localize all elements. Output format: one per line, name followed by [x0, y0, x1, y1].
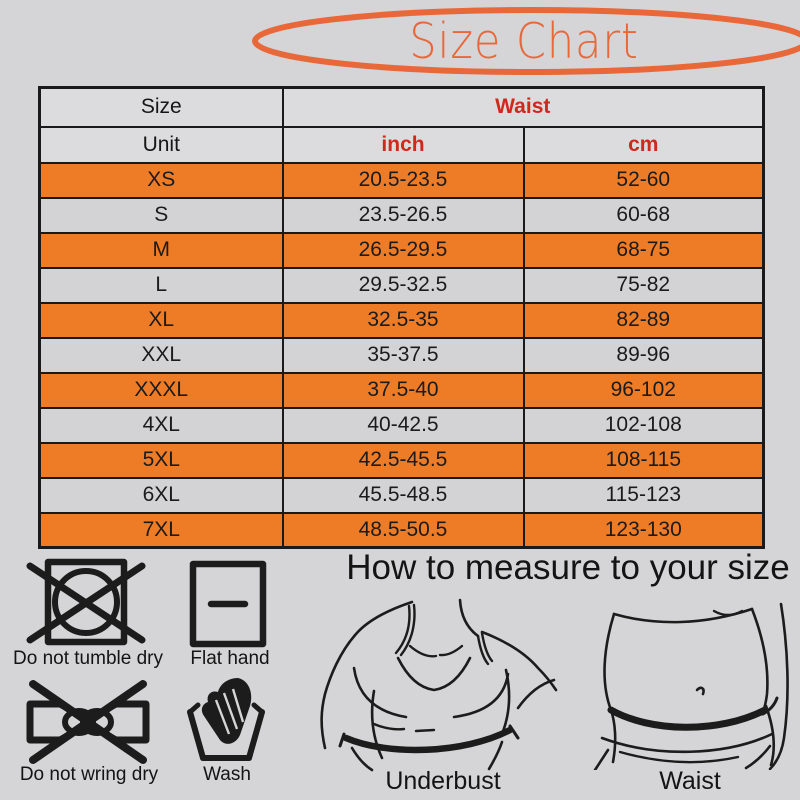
- inch-cell: 23.5-26.5: [281, 196, 525, 234]
- inch-cell: 26.5-29.5: [281, 231, 525, 269]
- size-cell: L: [38, 266, 284, 304]
- table-row: S 23.5-26.5 60-68: [38, 196, 765, 234]
- care-label: Flat hand: [190, 648, 270, 669]
- cm-cell: 96-102: [522, 371, 765, 409]
- flat-hand-icon: [189, 560, 267, 648]
- table-row: XL 32.5-35 82-89: [38, 301, 765, 339]
- inch-cell: 32.5-35: [281, 301, 525, 339]
- page-title: Size Chart: [409, 13, 639, 70]
- table-row: M 26.5-29.5 68-75: [38, 231, 765, 269]
- header-size: Size: [38, 86, 284, 128]
- size-cell: 5XL: [38, 441, 284, 479]
- cm-cell: 82-89: [522, 301, 765, 339]
- cm-cell: 102-108: [522, 406, 765, 444]
- size-cell: S: [38, 196, 284, 234]
- size-cell: 6XL: [38, 476, 284, 514]
- wash-icon: [187, 678, 265, 761]
- title-ellipse: [252, 7, 800, 75]
- waist-illustration: [593, 602, 789, 770]
- cm-cell: 123-130: [522, 511, 765, 549]
- underbust-label: Underbust: [385, 767, 501, 795]
- size-table: Size Waist Unit inch cm XS 20.5-23.5 52-60…: [38, 86, 766, 549]
- inch-cell: 35-37.5: [281, 336, 525, 374]
- header-cm: cm: [522, 125, 765, 164]
- do-not-wring-dry-icon: [26, 680, 150, 764]
- care-label: Do not tumble dry: [13, 648, 163, 669]
- waist-figure-label: Waist: [659, 767, 721, 795]
- size-cell: 4XL: [38, 406, 284, 444]
- table-header-row: Size Waist: [38, 86, 765, 128]
- inch-cell: 20.5-23.5: [281, 161, 525, 199]
- table-row: L 29.5-32.5 75-82: [38, 266, 765, 304]
- table-row: 4XL 40-42.5 102-108: [38, 406, 765, 444]
- care-label: Do not wring dry: [19, 764, 159, 785]
- measure-heading: How to measure to your size: [346, 548, 790, 587]
- inch-cell: 37.5-40: [281, 371, 525, 409]
- cm-cell: 75-82: [522, 266, 765, 304]
- cm-cell: 60-68: [522, 196, 765, 234]
- table-unit-row: Unit inch cm: [38, 125, 765, 164]
- inch-cell: 42.5-45.5: [281, 441, 525, 479]
- table-row: XS 20.5-23.5 52-60: [38, 161, 765, 199]
- cm-cell: 89-96: [522, 336, 765, 374]
- inch-cell: 29.5-32.5: [281, 266, 525, 304]
- header-unit: Unit: [38, 125, 284, 164]
- table-row: 6XL 45.5-48.5 115-123: [38, 476, 765, 514]
- inch-cell: 40-42.5: [281, 406, 525, 444]
- cm-cell: 52-60: [522, 161, 765, 199]
- underbust-illustration: [320, 598, 558, 772]
- table-row: 7XL 48.5-50.5 123-130: [38, 511, 765, 549]
- cm-cell: 68-75: [522, 231, 765, 269]
- table-row: XXL 35-37.5 89-96: [38, 336, 765, 374]
- table-row: 5XL 42.5-45.5 108-115: [38, 441, 765, 479]
- size-cell: XXL: [38, 336, 284, 374]
- size-cell: XS: [38, 161, 284, 199]
- size-cell: XXXL: [38, 371, 284, 409]
- size-cell: 7XL: [38, 511, 284, 549]
- header-inch: inch: [281, 125, 525, 164]
- size-cell: M: [38, 231, 284, 269]
- do-not-tumble-dry-icon: [26, 558, 146, 646]
- cm-cell: 115-123: [522, 476, 765, 514]
- inch-cell: 45.5-48.5: [281, 476, 525, 514]
- table-row: XXXL 37.5-40 96-102: [38, 371, 765, 409]
- size-cell: XL: [38, 301, 284, 339]
- cm-cell: 108-115: [522, 441, 765, 479]
- care-label: Wash: [203, 764, 251, 785]
- inch-cell: 48.5-50.5: [281, 511, 525, 549]
- header-waist: Waist: [281, 86, 765, 128]
